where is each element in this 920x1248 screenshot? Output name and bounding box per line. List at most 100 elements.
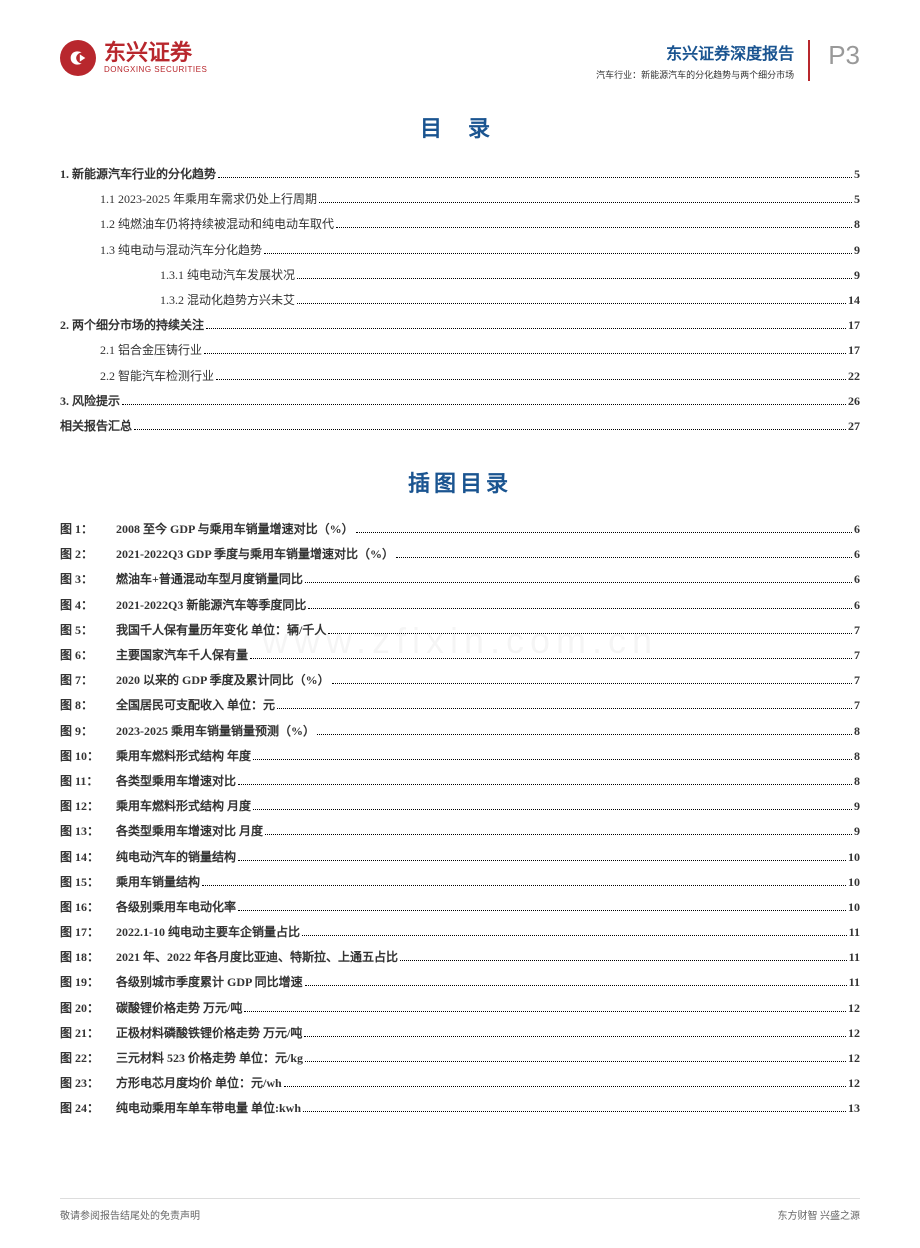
figure-prefix: 图 14：: [60, 848, 116, 867]
toc-dots: [297, 278, 852, 279]
toc-label: 1.2 纯燃油车仍将持续被混动和纯电动车取代: [100, 215, 334, 234]
toc-page: 14: [848, 291, 860, 310]
figure-line: 图 22：三元材料 523 价格走势 单位：元/kg12: [60, 1049, 860, 1068]
figure-page: 12: [848, 1024, 860, 1043]
figure-prefix: 图 13：: [60, 822, 116, 841]
figure-label: 燃油车+普通混动车型月度销量同比: [116, 570, 303, 589]
toc-dots: [265, 834, 852, 835]
toc-dots: [396, 557, 852, 558]
toc-dots: [303, 1111, 846, 1112]
figure-label: 碳酸锂价格走势 万元/吨: [116, 999, 242, 1018]
figure-label: 2008 至今 GDP 与乘用车销量增速对比（%）: [116, 520, 354, 539]
figure-line: 图 1：2008 至今 GDP 与乘用车销量增速对比（%）6: [60, 520, 860, 539]
figures-heading: 插图目录: [60, 466, 860, 498]
figure-label: 乘用车燃料形式结构 月度: [116, 797, 251, 816]
toc-page: 9: [854, 241, 860, 260]
figure-line: 图 7：2020 以来的 GDP 季度及累计同比（%）7: [60, 671, 860, 690]
toc-dots: [317, 734, 852, 735]
figure-label: 纯电动乘用车单车带电量 单位:kwh: [116, 1099, 301, 1118]
toc-line: 1.3.2 混动化趋势方兴未艾 14: [60, 291, 860, 310]
document-page: 东兴证券 DONGXING SECURITIES 东兴证券深度报告 汽车行业：新…: [0, 0, 920, 1248]
figure-line: 图 8：全国居民可支配收入 单位：元7: [60, 696, 860, 715]
toc-line: 3. 风险提示26: [60, 392, 860, 411]
figure-prefix: 图 15：: [60, 873, 116, 892]
figure-page: 12: [848, 1049, 860, 1068]
figure-page: 10: [848, 848, 860, 867]
toc-dots: [277, 708, 852, 709]
figure-line: 图 16：各级别乘用车电动化率 10: [60, 898, 860, 917]
figure-page: 6: [854, 596, 860, 615]
figure-line: 图 23：方形电芯月度均价 单位：元/wh12: [60, 1074, 860, 1093]
toc-dots: [284, 1086, 846, 1087]
figure-prefix: 图 10：: [60, 747, 116, 766]
figure-page: 10: [848, 873, 860, 892]
figure-label: 各类型乘用车增速对比 月度: [116, 822, 263, 841]
figure-page: 8: [854, 722, 860, 741]
toc-label: 相关报告汇总: [60, 417, 132, 436]
toc-dots: [238, 860, 846, 861]
toc-label: 1.3.2 混动化趋势方兴未艾: [160, 291, 295, 310]
figure-page: 11: [849, 923, 860, 942]
footer-right: 东方财智 兴盛之源: [778, 1207, 861, 1222]
figure-prefix: 图 16：: [60, 898, 116, 917]
toc-dots: [328, 633, 852, 634]
toc-dots: [308, 608, 852, 609]
toc-dots: [238, 910, 846, 911]
figure-label: 2023-2025 乘用车销量销量预测（%）: [116, 722, 315, 741]
toc-label: 2. 两个细分市场的持续关注: [60, 316, 204, 335]
report-title: 东兴证券深度报告: [596, 40, 794, 64]
figure-line: 图 3：燃油车+普通混动车型月度销量同比6: [60, 570, 860, 589]
figure-line: 图 11：各类型乘用车增速对比8: [60, 772, 860, 791]
toc-label: 3. 风险提示: [60, 392, 120, 411]
figure-label: 各级别城市季度累计 GDP 同比增速: [116, 973, 303, 992]
figure-line: 图 5：我国千人保有量历年变化 单位：辆/千人7: [60, 621, 860, 640]
toc-line: 2.1 铝合金压铸行业17: [60, 341, 860, 360]
figure-prefix: 图 3：: [60, 570, 116, 589]
figure-label: 主要国家汽车千人保有量: [116, 646, 248, 665]
figure-page: 6: [854, 520, 860, 539]
figure-page: 11: [849, 973, 860, 992]
toc-dots: [253, 759, 852, 760]
toc-dots: [332, 683, 852, 684]
figure-label: 纯电动汽车的销量结构: [116, 848, 236, 867]
figure-page: 9: [854, 822, 860, 841]
toc-dots: [204, 353, 846, 354]
figure-prefix: 图 12：: [60, 797, 116, 816]
figure-page: 10: [848, 898, 860, 917]
toc-dots: [216, 379, 846, 380]
toc-dots: [202, 885, 846, 886]
page-header: 东兴证券 DONGXING SECURITIES 东兴证券深度报告 汽车行业：新…: [60, 40, 860, 81]
figure-page: 8: [854, 747, 860, 766]
figure-page: 7: [854, 671, 860, 690]
toc-dots: [264, 253, 852, 254]
figure-label: 乘用车燃料形式结构 年度: [116, 747, 251, 766]
figure-prefix: 图 7：: [60, 671, 116, 690]
figure-line: 图 20：碳酸锂价格走势 万元/吨12: [60, 999, 860, 1018]
toc-line: 1.3.1 纯电动汽车发展状况9: [60, 266, 860, 285]
figure-line: 图 14：纯电动汽车的销量结构 10: [60, 848, 860, 867]
toc-dots: [122, 404, 846, 405]
figure-label: 2021-2022Q3 GDP 季度与乘用车销量增速对比（%）: [116, 545, 394, 564]
logo-block: 东兴证券 DONGXING SECURITIES: [60, 40, 207, 76]
figure-line: 图 15：乘用车销量结构 10: [60, 873, 860, 892]
toc-label: 1.3 纯电动与混动汽车分化趋势: [100, 241, 262, 260]
figure-label: 我国千人保有量历年变化 单位：辆/千人: [116, 621, 326, 640]
figure-label: 各级别乘用车电动化率: [116, 898, 236, 917]
figure-line: 图 24：纯电动乘用车单车带电量 单位:kwh13: [60, 1099, 860, 1118]
figure-label: 2022.1-10 纯电动主要车企销量占比: [116, 923, 300, 942]
toc-heading: 目 录: [60, 111, 860, 143]
figure-label: 2021 年、2022 年各月度比亚迪、特斯拉、上通五占比: [116, 948, 398, 967]
figure-line: 图 4：2021-2022Q3 新能源汽车等季度同比6: [60, 596, 860, 615]
figure-label: 三元材料 523 价格走势 单位：元/kg: [116, 1049, 303, 1068]
figure-prefix: 图 6：: [60, 646, 116, 665]
figure-label: 乘用车销量结构: [116, 873, 200, 892]
figure-page: 7: [854, 696, 860, 715]
figure-line: 图 21：正极材料磷酸铁锂价格走势 万元/吨12: [60, 1024, 860, 1043]
figure-prefix: 图 11：: [60, 772, 116, 791]
logo-cn: 东兴证券: [104, 42, 207, 64]
figure-line: 图 10：乘用车燃料形式结构 年度 8: [60, 747, 860, 766]
toc-page: 22: [848, 367, 860, 386]
header-right: 东兴证券深度报告 汽车行业：新能源汽车的分化趋势与两个细分市场 P3: [596, 40, 860, 81]
toc-dots: [250, 658, 852, 659]
figure-prefix: 图 24：: [60, 1099, 116, 1118]
